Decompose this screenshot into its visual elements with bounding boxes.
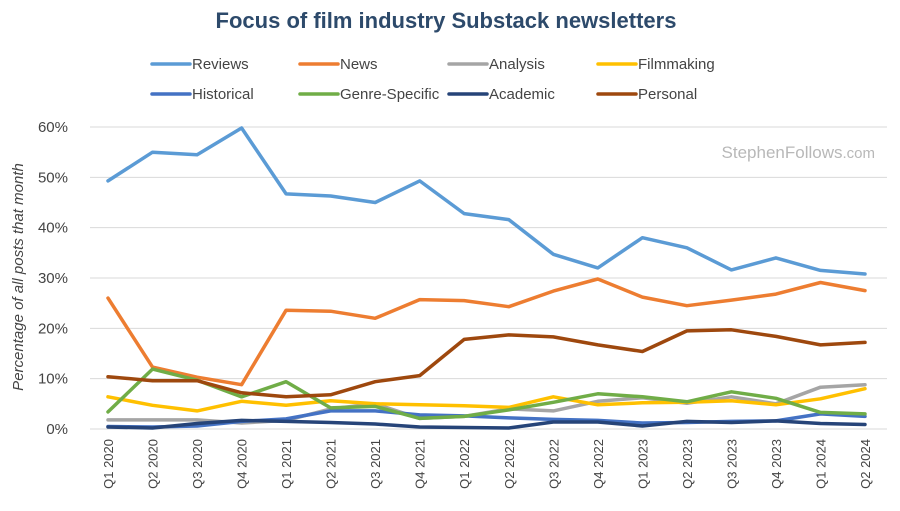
y-tick-label: 0% bbox=[46, 421, 68, 438]
x-tick-label: Q4 2022 bbox=[591, 439, 606, 489]
legend-item-genre-specific: Genre-Specific bbox=[298, 86, 440, 103]
x-tick-label: Q3 2021 bbox=[368, 439, 383, 489]
y-axis-label: Percentage of all posts that month bbox=[10, 163, 27, 391]
y-tick-label: 10% bbox=[38, 371, 68, 388]
x-tick-label: Q2 2024 bbox=[858, 439, 873, 489]
x-tick-label: Q4 2021 bbox=[413, 439, 428, 489]
x-tick-label: Q3 2022 bbox=[546, 439, 561, 489]
legend-label: Personal bbox=[638, 86, 697, 103]
legend-label: Genre-Specific bbox=[340, 86, 440, 103]
series-line-personal bbox=[106, 328, 867, 399]
chart-title: Focus of film industry Substack newslett… bbox=[216, 8, 677, 33]
legend-label: Academic bbox=[489, 86, 555, 103]
x-tick-label: Q3 2023 bbox=[724, 439, 739, 489]
legend-item-academic: Academic bbox=[447, 86, 555, 103]
legend-label: Historical bbox=[192, 86, 254, 103]
legend-label: Filmmaking bbox=[638, 56, 715, 73]
y-tick-label: 20% bbox=[38, 320, 68, 337]
x-tick-label: Q2 2022 bbox=[502, 439, 517, 489]
legend-item-reviews: Reviews bbox=[150, 56, 249, 73]
x-tick-label: Q2 2020 bbox=[146, 439, 161, 489]
y-tick-label: 30% bbox=[38, 270, 68, 287]
legend-label: Reviews bbox=[192, 56, 249, 73]
legend-item-personal: Personal bbox=[596, 86, 697, 103]
x-tick-label: Q2 2021 bbox=[324, 439, 339, 489]
y-axis-ticks: 0% 10% 20% 30% 40% 50% 60% bbox=[38, 119, 68, 438]
series-line-genre-specific bbox=[106, 367, 867, 421]
x-tick-label: Q2 2023 bbox=[680, 439, 695, 489]
x-tick-label: Q1 2020 bbox=[101, 439, 116, 489]
legend-item-analysis: Analysis bbox=[447, 56, 545, 73]
legend-item-news: News bbox=[298, 56, 378, 73]
x-tick-label: Q4 2020 bbox=[235, 439, 250, 489]
legend-label: Analysis bbox=[489, 56, 545, 73]
x-tick-label: Q3 2020 bbox=[190, 439, 205, 489]
x-tick-label: Q4 2023 bbox=[769, 439, 784, 489]
legend-item-filmmaking: Filmmaking bbox=[596, 56, 715, 73]
series-line-academic bbox=[106, 418, 867, 430]
x-tick-label: Q1 2021 bbox=[279, 439, 294, 489]
x-tick-label: Q1 2022 bbox=[457, 439, 472, 489]
y-tick-label: 50% bbox=[38, 169, 68, 186]
chart-legend: Reviews News Analysis Filmmaking Historical G… bbox=[150, 56, 715, 103]
watermark: StephenFollows.com bbox=[722, 143, 875, 162]
watermark-main: StephenFollows bbox=[722, 143, 843, 162]
x-axis-ticks: Q1 2020 Q2 2020 Q3 2020 Q4 2020 Q1 2021 Q2 20… bbox=[101, 439, 873, 489]
y-tick-label: 60% bbox=[38, 119, 68, 136]
series-line-news bbox=[106, 277, 867, 387]
watermark-suffix: .com bbox=[842, 145, 875, 162]
series-lines bbox=[106, 126, 867, 430]
series-line-filmmaking bbox=[106, 386, 867, 413]
legend-item-historical: Historical bbox=[150, 86, 254, 103]
legend-label: News bbox=[340, 56, 378, 73]
series-line-reviews bbox=[106, 126, 867, 276]
x-tick-label: Q1 2024 bbox=[813, 439, 828, 489]
x-tick-label: Q1 2023 bbox=[635, 439, 650, 489]
y-tick-label: 40% bbox=[38, 220, 68, 237]
